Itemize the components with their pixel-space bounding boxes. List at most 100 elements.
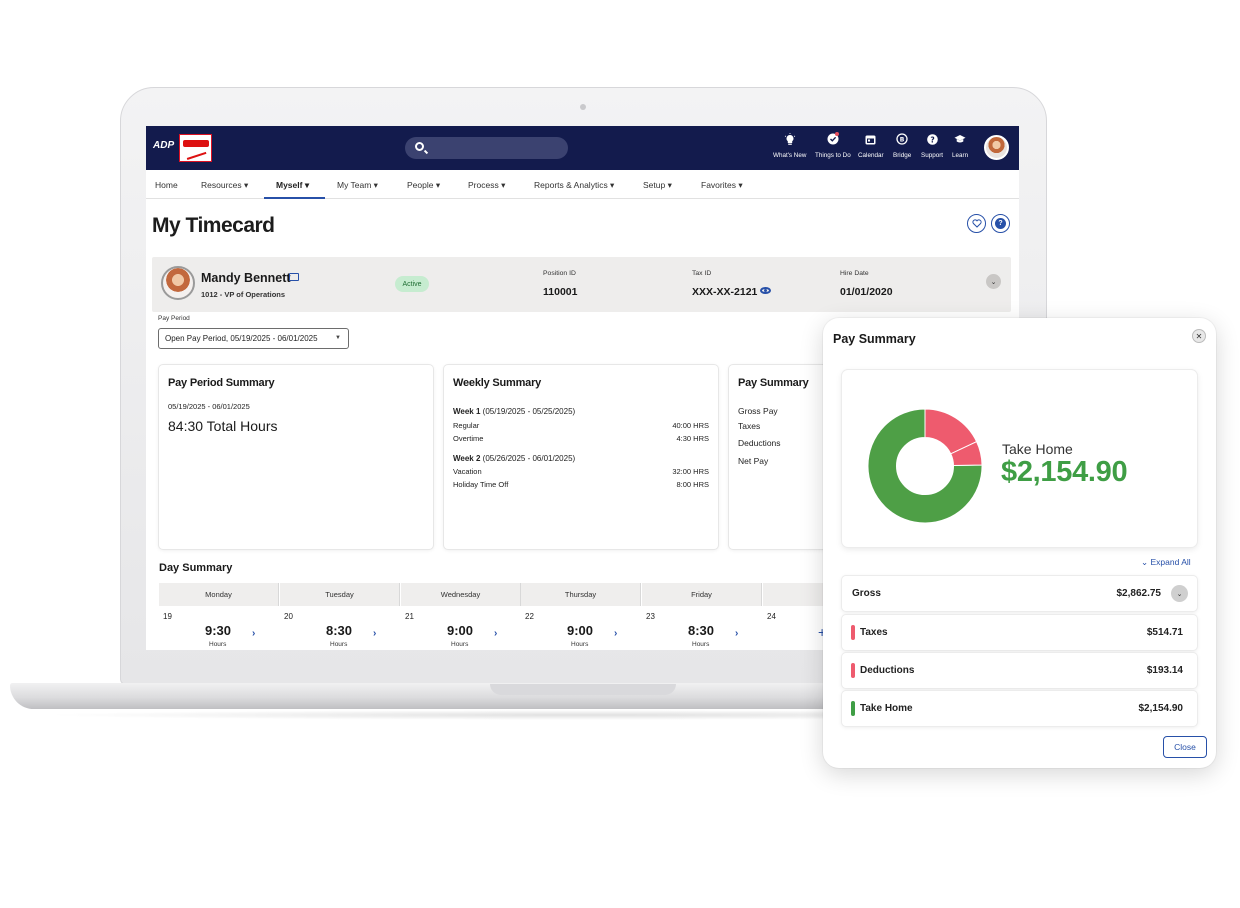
take-home-value: $2,154.90 (1001, 456, 1128, 488)
gross-row[interactable]: Gross $2,862.75 ⌄ (842, 576, 1197, 611)
take-home-row: Take Home $2,154.90 (842, 691, 1197, 726)
favorite-button[interactable] (967, 214, 986, 233)
expand-all-label: Expand All (1150, 557, 1191, 567)
topnav-calendar[interactable]: Calendar (858, 132, 884, 159)
menu-people[interactable]: People ▾ (407, 180, 441, 190)
day-cell[interactable]: 23 8:30 Hours › (642, 606, 762, 650)
day-cell[interactable]: 19 9:30 Hours › (159, 606, 279, 650)
search-input[interactable] (405, 137, 568, 159)
week-label: Week 2 (453, 454, 481, 463)
status-badge: Active (395, 276, 429, 292)
top-bar: ADP What's New Things to Do (146, 126, 1019, 170)
eye-icon[interactable] (760, 287, 771, 294)
id-card-icon[interactable] (289, 273, 299, 281)
svg-text:B: B (900, 136, 905, 143)
topnav-support[interactable]: ? Support (921, 132, 943, 159)
week-row: Overtime 4:30 HRS (453, 434, 709, 443)
topnav-learn[interactable]: Learn (952, 132, 968, 159)
week-range: (05/26/2025 - 06/01/2025) (482, 454, 576, 463)
position-id-label: Position ID (543, 270, 576, 277)
chevron-right-icon[interactable]: › (494, 628, 498, 639)
adp-logo[interactable]: ADP (153, 140, 175, 151)
day-header: Thursday (521, 583, 641, 606)
day-hours-unit: Hours (571, 641, 589, 648)
day-cell[interactable]: 20 8:30 Hours › (280, 606, 400, 650)
donut-chart (867, 408, 983, 524)
day-hours-unit: Hours (209, 641, 227, 648)
menu-my-team[interactable]: My Team ▾ (337, 180, 378, 190)
week-range: (05/19/2025 - 05/25/2025) (482, 407, 576, 416)
chevron-right-icon[interactable]: › (735, 628, 739, 639)
chevron-down-icon[interactable]: ⌄ (1171, 585, 1188, 602)
heart-icon (971, 219, 982, 228)
day-summary-title: Day Summary (159, 562, 233, 574)
employee-role: 1012 - VP of Operations (201, 290, 286, 299)
day-header: Wednesday (401, 583, 521, 606)
topnav-bridge[interactable]: B Bridge (893, 132, 911, 159)
donut-slice-take-home (867, 408, 983, 524)
page-title: My Timecard (152, 214, 275, 237)
taxes-row: Taxes $514.71 (842, 615, 1197, 650)
menu-resources[interactable]: Resources ▾ (201, 180, 249, 190)
topnav-whats-new[interactable]: What's New (773, 132, 806, 159)
take-home-chart-card: Take Home $2,154.90 (842, 370, 1197, 547)
day-cell[interactable]: 21 9:00 Hours › (401, 606, 521, 650)
menu-home[interactable]: Home (155, 180, 178, 190)
dialog-title: Pay Summary (833, 332, 916, 346)
day-hours: 8:30 (688, 623, 715, 638)
menu-myself[interactable]: Myself ▾ (276, 180, 310, 190)
week-2-header: Week 2 (05/26/2025 - 06/01/2025) (453, 454, 575, 463)
topnav-things-to-do[interactable]: Things to Do (815, 132, 851, 159)
day-date: 21 (405, 612, 414, 621)
row-value: $514.71 (1146, 627, 1183, 638)
day-hours-unit: Hours (451, 641, 469, 648)
laptop-notch (490, 684, 676, 695)
hour-value: 4:30 HRS (676, 434, 709, 443)
chevron-right-icon[interactable]: › (373, 628, 377, 639)
close-icon[interactable]: ✕ (1192, 329, 1206, 343)
notification-dot (835, 132, 839, 136)
hour-type: Vacation (453, 467, 482, 476)
menu-favorites[interactable]: Favorites ▾ (701, 180, 743, 190)
pay-summary-row: Gross Pay (738, 406, 778, 416)
topnav-label: Support (921, 152, 944, 159)
laptop-shadow (40, 710, 1130, 720)
hour-value: 40:00 HRS (672, 421, 709, 430)
main-menu: Home Resources ▾ Myself ▾ My Team ▾ Peop… (146, 170, 1019, 199)
day-date: 20 (284, 612, 293, 621)
chevron-down-icon[interactable]: ⌄ (986, 274, 1001, 289)
topnav-label: Calendar (858, 152, 884, 159)
lightbulb-icon (783, 132, 797, 146)
chevron-right-icon[interactable]: › (252, 628, 256, 639)
help-button[interactable]: ? (991, 214, 1010, 233)
checkmark-icon (826, 132, 840, 146)
menu-setup[interactable]: Setup ▾ (643, 180, 672, 190)
day-hours: 9:00 (447, 623, 474, 638)
menu-process[interactable]: Process ▾ (468, 180, 506, 190)
day-cell[interactable]: 22 9:00 Hours › (521, 606, 641, 650)
pay-period-label: Pay Period (158, 315, 190, 322)
pay-period-select[interactable]: Open Pay Period, 05/19/2025 - 06/01/2025… (158, 328, 349, 349)
hour-type: Regular (453, 421, 480, 430)
week-row: Regular 40:00 HRS (453, 421, 709, 430)
expand-all-link[interactable]: ⌄ Expand All (1141, 557, 1191, 567)
hire-date-value: 01/01/2020 (840, 286, 893, 298)
menu-reports-analytics[interactable]: Reports & Analytics ▾ (534, 180, 615, 190)
row-value: $193.14 (1146, 665, 1183, 676)
calendar-icon (864, 132, 878, 146)
close-button[interactable]: Close (1163, 736, 1207, 758)
employee-header: Mandy Bennett 1012 - VP of Operations Ac… (152, 257, 1011, 312)
take-home-label: Take Home (1002, 441, 1073, 457)
hire-date-label: Hire Date (840, 270, 869, 277)
employee-avatar (161, 266, 195, 300)
pay-summary-dialog: Pay Summary ✕ Take Home $2,154.90 ⌄ Expa… (823, 318, 1216, 768)
card-title: Pay Summary (738, 377, 809, 389)
hour-type: Overtime (453, 434, 484, 443)
add-icon[interactable]: + (818, 624, 826, 640)
chevron-right-icon[interactable]: › (614, 628, 618, 639)
user-avatar[interactable] (984, 135, 1009, 160)
week-label: Week 1 (453, 407, 481, 416)
row-value: $2,862.75 (1116, 588, 1162, 599)
pay-summary-row: Taxes (738, 421, 761, 431)
card-title: Weekly Summary (453, 377, 542, 389)
